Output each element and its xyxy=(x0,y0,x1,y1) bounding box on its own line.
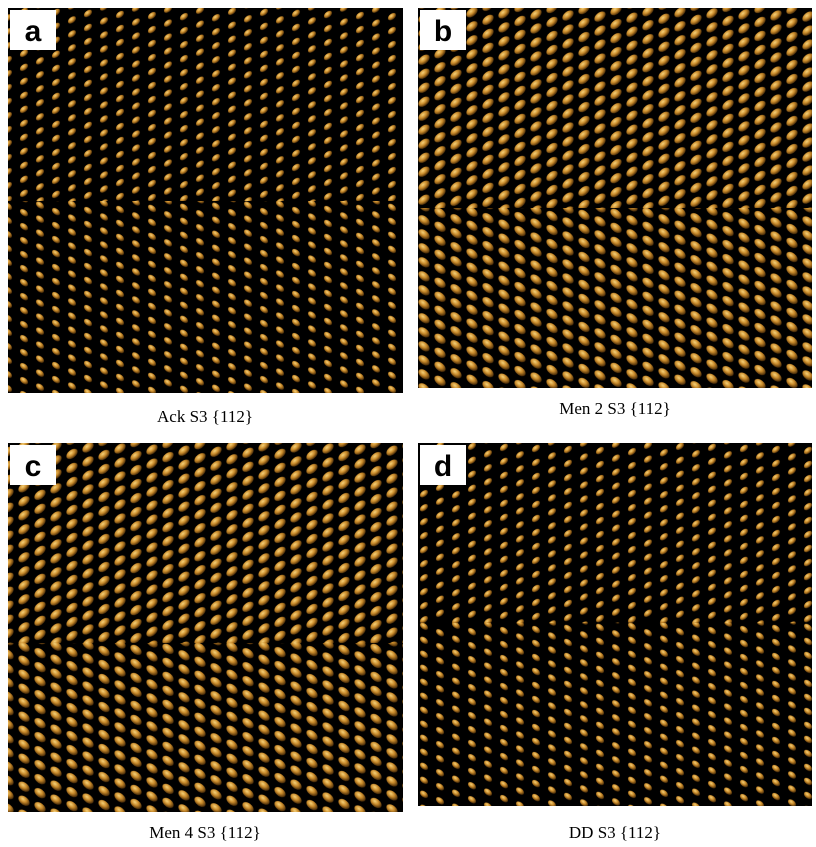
caption: Ack S3 {112} xyxy=(157,407,253,426)
lattice xyxy=(8,443,403,643)
figure: a Ack S3 {112} b Men 2 S3 {112} c Men 4 … xyxy=(0,0,816,847)
panel: c Men 4 S3 {112} xyxy=(8,443,403,842)
lattice xyxy=(418,208,812,388)
panel: a Ack S3 {112} xyxy=(8,8,403,426)
caption: Men 4 S3 {112} xyxy=(149,823,261,842)
lattice xyxy=(418,8,812,208)
panel: b Men 2 S3 {112} xyxy=(418,8,812,418)
panel: d DD S3 {112} xyxy=(418,443,812,842)
lattice xyxy=(418,623,812,806)
lattice xyxy=(8,643,403,812)
panel-label: d xyxy=(434,450,452,483)
lattice xyxy=(8,8,403,201)
panel-label: b xyxy=(434,15,452,48)
panel-label: a xyxy=(25,15,42,48)
panel-label: c xyxy=(25,450,42,483)
caption: Men 2 S3 {112} xyxy=(559,399,671,418)
lattice xyxy=(418,443,812,623)
caption: DD S3 {112} xyxy=(569,823,661,842)
lattice xyxy=(8,201,403,393)
